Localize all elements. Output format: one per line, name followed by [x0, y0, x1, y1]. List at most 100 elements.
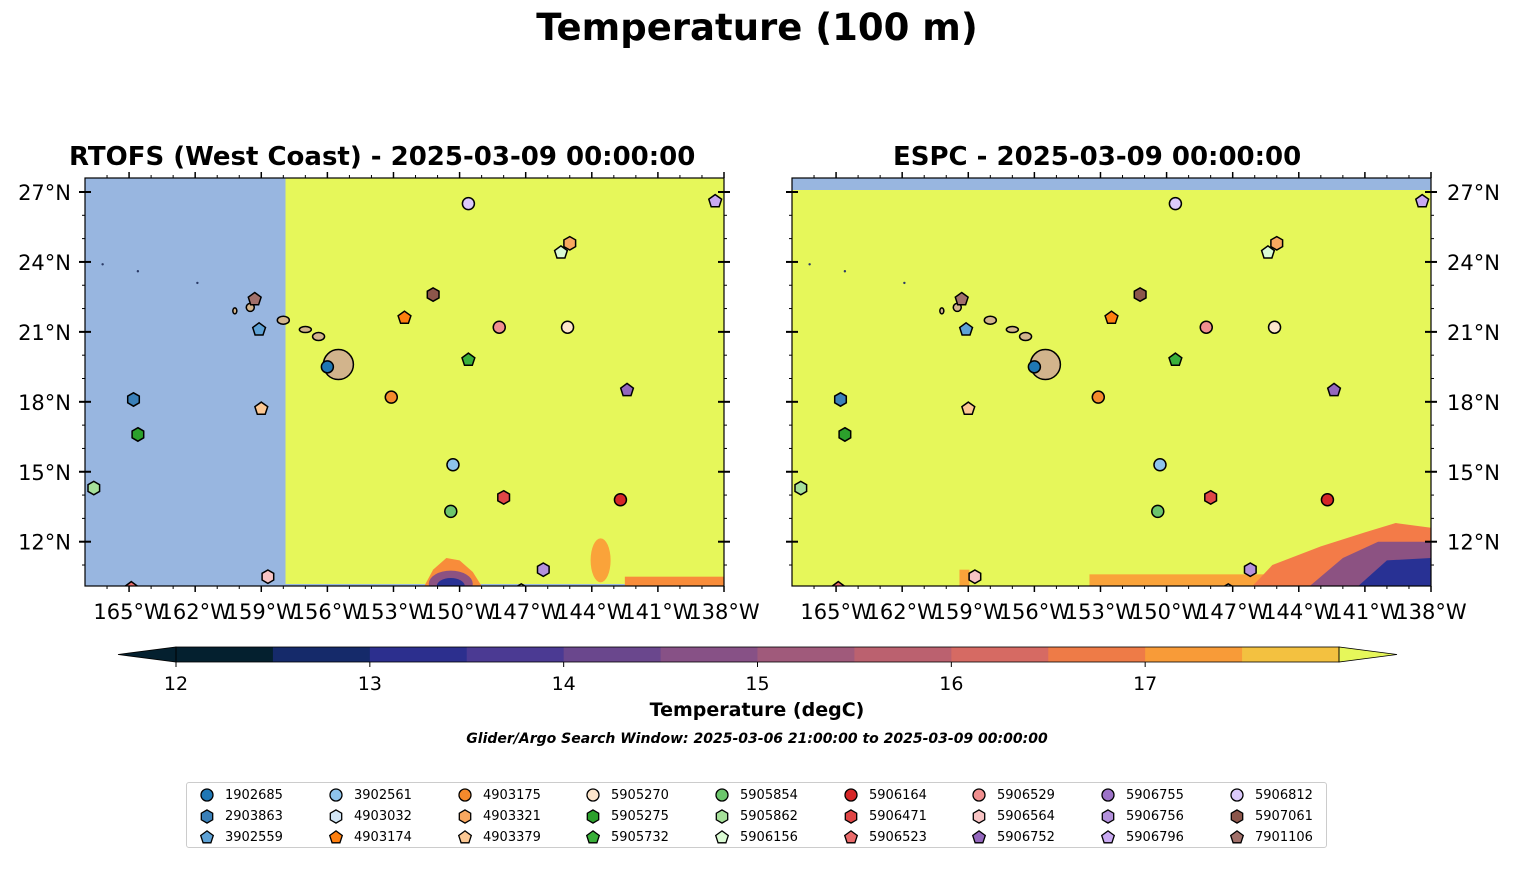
float-marker-5906756[interactable] — [1243, 562, 1257, 578]
float-marker-5905732[interactable] — [1168, 352, 1183, 367]
float-marker-5905270[interactable] — [560, 320, 575, 334]
float-marker-5905732[interactable] — [461, 352, 476, 367]
island — [298, 325, 313, 334]
float-marker-5905270[interactable] — [1267, 320, 1282, 334]
float-marker-3902559[interactable] — [251, 321, 267, 336]
pentagon-marker-icon — [328, 830, 344, 844]
legend-item-5906796: 5906796 — [1100, 828, 1184, 846]
float-marker-7901106[interactable] — [954, 291, 969, 306]
lat-tick-label: 21°N — [18, 321, 71, 345]
float-marker-1902685[interactable] — [1027, 360, 1042, 374]
float-marker-5906752[interactable] — [1326, 382, 1342, 397]
pentagon-marker-icon — [457, 830, 473, 844]
float-marker-5906796[interactable] — [707, 193, 723, 208]
float-marker-5906164[interactable] — [1320, 492, 1335, 507]
colorbar-segment — [1242, 647, 1340, 662]
float-marker-5906812[interactable] — [1168, 196, 1183, 211]
float-marker-7901106[interactable] — [247, 291, 262, 306]
legend-label: 5906529 — [997, 787, 1055, 803]
float-marker-3902561[interactable] — [1153, 458, 1167, 472]
float-marker-5906812[interactable] — [461, 196, 476, 211]
legend-label: 5906523 — [869, 829, 927, 845]
float-marker-5906471[interactable] — [1204, 489, 1218, 505]
float-marker-1902685[interactable] — [320, 360, 335, 374]
island — [276, 315, 291, 325]
float-marker-4903174[interactable] — [1104, 310, 1119, 325]
colorbar-extend-high — [1338, 646, 1398, 663]
legend-item-5906755: 5906755 — [1100, 786, 1184, 804]
colorbar-segment — [272, 647, 371, 662]
colorbar-tick-label: 12 — [164, 673, 188, 695]
island — [1018, 331, 1033, 342]
colorbar-tick-label: 17 — [1133, 673, 1157, 695]
float-marker-5906564[interactable] — [261, 569, 275, 585]
float-marker-5905275[interactable] — [838, 426, 852, 443]
hexagon-marker-icon — [586, 809, 600, 824]
float-marker-5906471[interactable] — [497, 489, 511, 505]
lon-tick-label: 159°W — [933, 600, 1005, 624]
legend-label: 5906755 — [1126, 787, 1184, 803]
float-marker-5906796[interactable] — [1414, 193, 1430, 208]
legend-item-2903863: 2903863 — [199, 807, 283, 825]
float-marker-5906164[interactable] — [613, 492, 628, 507]
float-marker-5905862[interactable] — [794, 480, 808, 496]
float-marker-4903379[interactable] — [254, 401, 269, 415]
no-data-mask — [85, 178, 286, 586]
lon-tick-label: 159°W — [226, 600, 298, 624]
legend-label: 5905732 — [611, 829, 669, 845]
pentagon-marker-icon — [1100, 830, 1116, 844]
figure-title: Temperature (100 m) — [536, 6, 978, 49]
colorbar-segment — [951, 647, 1049, 662]
float-marker-5906156[interactable] — [553, 244, 569, 259]
float-marker-5907061[interactable] — [1133, 287, 1147, 303]
float-marker-3902561[interactable] — [446, 458, 460, 472]
float-marker-5905275[interactable] — [131, 426, 145, 443]
float-marker-5907061[interactable] — [426, 287, 440, 303]
legend-label: 5906156 — [740, 829, 798, 845]
float-marker-4903175[interactable] — [384, 390, 399, 404]
float-marker-2903863[interactable] — [833, 391, 848, 408]
islet — [101, 263, 104, 266]
legend-item-5906564: 5906564 — [971, 807, 1055, 825]
islet — [196, 281, 199, 285]
lat-tick-label: 15°N — [18, 461, 71, 485]
circle-marker-icon — [972, 788, 986, 802]
circle-marker-icon — [844, 788, 858, 802]
float-marker-5906564[interactable] — [968, 569, 982, 585]
float-marker-5905854[interactable] — [1151, 504, 1165, 519]
float-marker-4903174[interactable] — [397, 310, 412, 325]
float-marker-5906752[interactable] — [619, 382, 635, 397]
float-marker-4903175[interactable] — [1091, 390, 1106, 404]
colorbar-segment — [757, 647, 855, 662]
float-marker-5906529[interactable] — [1199, 320, 1213, 334]
legend-item-5906812: 5906812 — [1229, 786, 1313, 804]
float-marker-5905854[interactable] — [444, 504, 458, 519]
float-marker-4903321[interactable] — [563, 235, 577, 251]
float-marker-2903863[interactable] — [126, 391, 141, 408]
legend-label: 5907061 — [1255, 808, 1313, 824]
lon-tick-label: 138°W — [688, 600, 760, 624]
float-marker-4903321[interactable] — [1270, 235, 1284, 251]
float-marker-4903379[interactable] — [961, 401, 976, 415]
float-marker-5906529[interactable] — [492, 320, 506, 334]
legend-label: 5905270 — [611, 787, 669, 803]
float-marker-3902559[interactable] — [958, 321, 974, 336]
lon-tick-label: 165°W — [800, 600, 872, 624]
float-marker-5906756[interactable] — [536, 562, 550, 578]
legend-item-5905862: 5905862 — [714, 807, 798, 825]
search-window-caption: Glider/Argo Search Window: 2025-03-06 21… — [466, 731, 1048, 747]
lon-tick-label: 147°W — [1197, 600, 1269, 624]
float-marker-5906156[interactable] — [1260, 244, 1276, 259]
float-marker-5905862[interactable] — [87, 480, 101, 496]
pentagon-marker-icon — [199, 830, 215, 844]
colorbar-segment — [1145, 647, 1243, 662]
legend-item-5907061: 5907061 — [1229, 807, 1313, 825]
colorbar-segment — [466, 647, 565, 662]
legend-item-4903032: 4903032 — [328, 807, 412, 825]
colorbar-tick-label: 15 — [745, 673, 769, 695]
hexagon-marker-icon — [329, 809, 343, 824]
lon-tick-label: 144°W — [556, 600, 628, 624]
legend-item-4903175: 4903175 — [457, 786, 541, 804]
